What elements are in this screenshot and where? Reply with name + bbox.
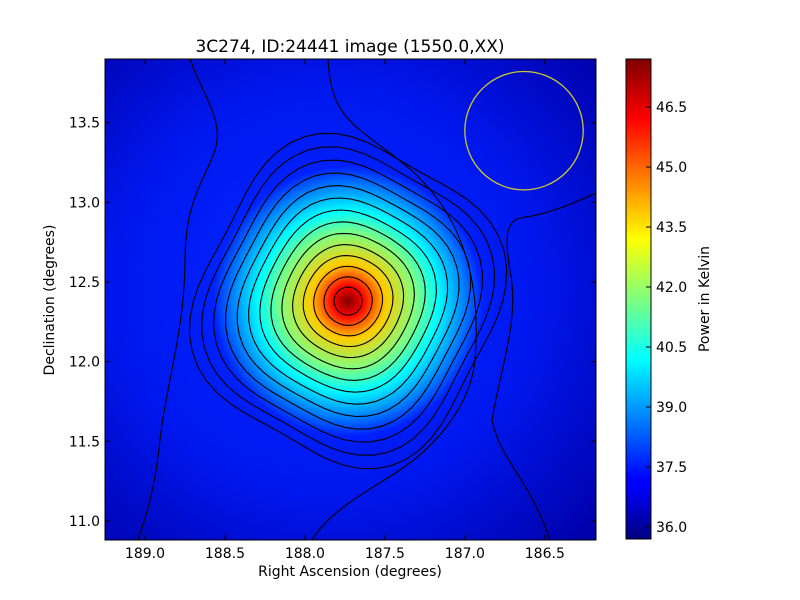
contour-line	[302, 255, 394, 348]
colorbar-tick-label: 36.0	[656, 520, 687, 536]
contour-line	[270, 221, 426, 381]
beam-circle	[464, 70, 584, 191]
contour-line	[333, 286, 363, 316]
contour-line	[313, 265, 384, 337]
x-tick-label: 186.5	[525, 546, 565, 562]
y-tick-label: 12.5	[69, 275, 100, 291]
colorbar: 36.0 37.5 39.0 40.5 42.0 43.5 45.0 46.5 Power i…	[625, 58, 713, 540]
x-axis-label: Right Ascension (degrees)	[258, 564, 442, 580]
colorbar-tick-label: 39.0	[656, 400, 687, 416]
colorbar-tick-label: 37.5	[656, 460, 687, 476]
x-tick-label: 187.0	[445, 546, 485, 562]
x-axis: 189.0 188.5 188.0 187.5 187.0 186.5	[125, 59, 565, 562]
contour-line	[248, 197, 449, 405]
contour-line	[213, 159, 483, 443]
contour-lines	[188, 132, 508, 470]
y-tick-label: 13.0	[69, 195, 100, 211]
contour-line	[236, 185, 460, 418]
colorbar-tick-label: 43.5	[656, 220, 687, 236]
contour-outer-right	[311, 59, 477, 540]
plot-frame	[104, 58, 597, 541]
contour-line	[201, 146, 495, 456]
colorbar-tick-label: 46.5	[656, 100, 687, 116]
contour-outer-left	[137, 59, 218, 540]
source-emission	[198, 151, 499, 452]
heatmap-plot	[105, 59, 596, 540]
x-tick-label: 188.0	[285, 546, 325, 562]
contour-line	[281, 232, 415, 370]
colorbar-ticks: 36.0 37.5 39.0 40.5 42.0 43.5 45.0 46.5	[646, 100, 687, 536]
colorbar-tick-label: 40.5	[656, 340, 687, 356]
colorbar-tick-label: 42.0	[656, 280, 687, 296]
x-tick-label: 187.5	[365, 546, 405, 562]
y-tick-label: 11.5	[69, 434, 100, 450]
x-tick-label: 189.0	[125, 546, 165, 562]
y-tick-label: 11.0	[69, 514, 100, 530]
y-tick-label: 13.5	[69, 116, 100, 132]
contour-line	[259, 209, 437, 393]
colorbar-tick-label: 45.0	[656, 160, 687, 176]
contour-line	[323, 276, 373, 326]
contour-line	[225, 172, 472, 430]
x-tick-label: 188.5	[205, 546, 245, 562]
contour-line	[188, 132, 508, 470]
colorbar-gradient	[625, 58, 652, 540]
contour-east	[491, 192, 596, 540]
contour-line	[292, 244, 405, 359]
y-axis: 11.0 11.5 12.0 12.5 13.0 13.5	[69, 116, 596, 530]
y-tick-label: 12.0	[69, 355, 100, 371]
y-axis-label: Declination (degrees)	[42, 225, 58, 376]
colorbar-label: Power in Kelvin	[697, 246, 713, 352]
chart-title: 3C274, ID:24441 image (1550.0,XX)	[195, 37, 504, 57]
